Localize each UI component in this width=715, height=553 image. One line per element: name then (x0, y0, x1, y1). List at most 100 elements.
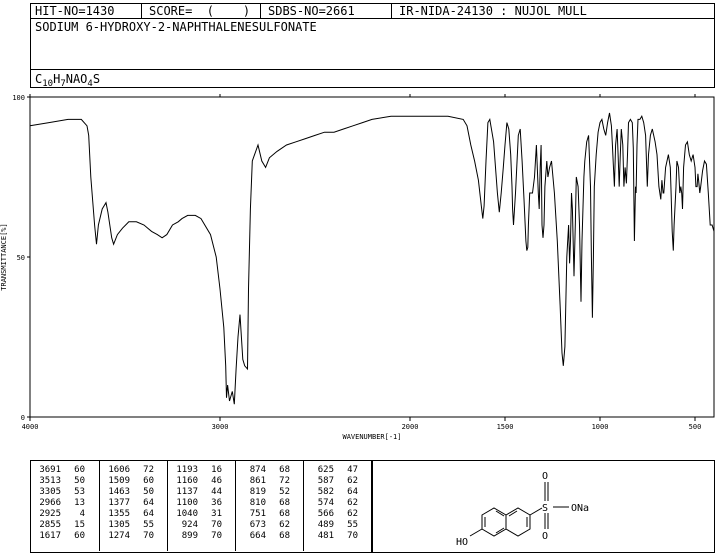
left-ring (481, 507, 507, 537)
peak-transmittance: 4 (79, 509, 85, 519)
peak-wavenumber: 1193 (176, 465, 198, 475)
header-divider-1 (141, 4, 142, 18)
y-tick-label: 50 (17, 254, 25, 262)
peak-wavenumber: 924 (181, 520, 198, 530)
ir-id: IR-NIDA-24130 : NUJOL MULL (399, 4, 587, 18)
peak-wavenumber: 664 (249, 531, 266, 541)
peak-row: 1274 70 (100, 531, 167, 542)
peak-row: 924 70 (168, 520, 235, 531)
header-divider-3 (391, 4, 392, 18)
peak-wavenumber: 1305 (108, 520, 130, 530)
peak-row: 582 64 (304, 487, 371, 498)
peak-wavenumber: 587 (317, 476, 334, 486)
peak-wavenumber: 1606 (108, 465, 130, 475)
peak-transmittance: 64 (143, 509, 154, 519)
peak-row: 874 68 (236, 465, 303, 476)
peak-wavenumber: 1040 (176, 509, 198, 519)
peak-wavenumber: 1355 (108, 509, 130, 519)
peak-row: 587 62 (304, 476, 371, 487)
peak-row: 1606 72 (100, 465, 167, 476)
peak-row: 1160 46 (168, 476, 235, 487)
header-divider-2 (260, 4, 261, 18)
peak-transmittance: 70 (347, 531, 358, 541)
peak-wavenumber: 874 (249, 465, 266, 475)
compound-name: SODIUM 6-HYDROXY-2-NAPHTHALENESULFONATE (35, 20, 317, 34)
x-axis-label: WAVENUMBER[-1] (342, 433, 401, 441)
peak-transmittance: 55 (143, 520, 154, 530)
oxygen-top-label: O (542, 471, 548, 482)
peak-transmittance: 68 (279, 498, 290, 508)
peak-wavenumber: 1100 (176, 498, 198, 508)
peak-row: 664 68 (236, 531, 303, 542)
peak-row: 899 70 (168, 531, 235, 542)
peak-transmittance: 72 (279, 476, 290, 486)
peak-column: 1606 72 1509 60 1463 50 1377 64 1355 64 1305 55 1274… (99, 461, 167, 551)
molecular-formula: C10H7NAO4S (35, 72, 100, 91)
peak-wavenumber: 566 (317, 509, 334, 519)
peak-wavenumber: 582 (317, 487, 334, 497)
peak-wavenumber: 3513 (39, 476, 61, 486)
peak-transmittance: 70 (211, 531, 222, 541)
peak-column: 1193 16 1160 46 1137 44 1100 36 1040 31 924 70 899 70 (167, 461, 235, 551)
peak-transmittance: 36 (211, 498, 222, 508)
ir-spectrum-chart: 4000 3000 2000 1500 1000 500 0 50 100 WAVENUMBER… (0, 94, 715, 441)
peak-column: 874 68 861 72 819 52 810 68 751 68 673 62 664 68 (235, 461, 303, 551)
sdbs-no: SDBS-NO=2661 (268, 4, 355, 18)
oxygen-bottom-label: O (542, 531, 548, 542)
peak-transmittance: 53 (74, 487, 85, 497)
peak-row: 1193 16 (168, 465, 235, 476)
peak-wavenumber: 1509 (108, 476, 130, 486)
peak-wavenumber: 1160 (176, 476, 198, 486)
peak-row: 1463 50 (100, 487, 167, 498)
peak-row: 819 52 (236, 487, 303, 498)
sulfur-label: S (542, 503, 548, 514)
peak-transmittance: 70 (211, 520, 222, 530)
peak-row: 2925 4 (31, 509, 99, 520)
peak-transmittance: 50 (74, 476, 85, 486)
x-tick-label: 3000 (212, 423, 229, 431)
peak-transmittance: 62 (347, 476, 358, 486)
peak-row: 574 62 (304, 498, 371, 509)
x-tick-label: 4000 (22, 423, 39, 431)
peak-wavenumber: 819 (249, 487, 266, 497)
peak-wavenumber: 2966 (39, 498, 61, 508)
x-tick-label: 500 (689, 423, 702, 431)
peak-row: 1137 44 (168, 487, 235, 498)
peak-wavenumber: 1617 (39, 531, 61, 541)
formula-element: S (92, 72, 101, 86)
peak-wavenumber: 481 (317, 531, 334, 541)
peak-wavenumber: 751 (249, 509, 266, 519)
peak-wavenumber: 2855 (39, 520, 61, 530)
peak-row: 1100 36 (168, 498, 235, 509)
peak-transmittance: 52 (279, 487, 290, 497)
peak-wavenumber: 2925 (39, 509, 61, 519)
peak-wavenumber: 810 (249, 498, 266, 508)
peak-wavenumber: 3305 (39, 487, 61, 497)
right-ring (505, 507, 531, 537)
peak-transmittance: 13 (74, 498, 85, 508)
peak-row: 3513 50 (31, 476, 99, 487)
ho-label: HO (456, 537, 468, 548)
plot-frame (29, 96, 715, 418)
peak-row: 861 72 (236, 476, 303, 487)
peak-wavenumber: 1274 (108, 531, 130, 541)
peak-transmittance: 62 (347, 498, 358, 508)
peak-row: 1509 60 (100, 476, 167, 487)
y-axis-label: TRANSMITTANCE[%] (0, 223, 8, 290)
y-tick-label: 100 (12, 94, 25, 102)
peak-row: 566 62 (304, 509, 371, 520)
peak-transmittance: 47 (347, 465, 358, 475)
peak-transmittance: 16 (211, 465, 222, 475)
peak-transmittance: 68 (279, 531, 290, 541)
peak-transmittance: 72 (143, 465, 154, 475)
peak-transmittance: 70 (143, 531, 154, 541)
peak-column: 3691 60 3513 50 3305 53 2966 13 2925 4 2855 15 1617 6… (31, 465, 99, 542)
peak-wavenumber: 899 (181, 531, 198, 541)
peak-transmittance: 50 (143, 487, 154, 497)
peak-transmittance: 44 (211, 487, 222, 497)
peak-wavenumber: 861 (249, 476, 266, 486)
formula-element: H (53, 72, 61, 86)
peak-transmittance: 68 (279, 509, 290, 519)
peak-transmittance: 15 (74, 520, 85, 530)
formula-subscript: 7 (60, 79, 66, 89)
